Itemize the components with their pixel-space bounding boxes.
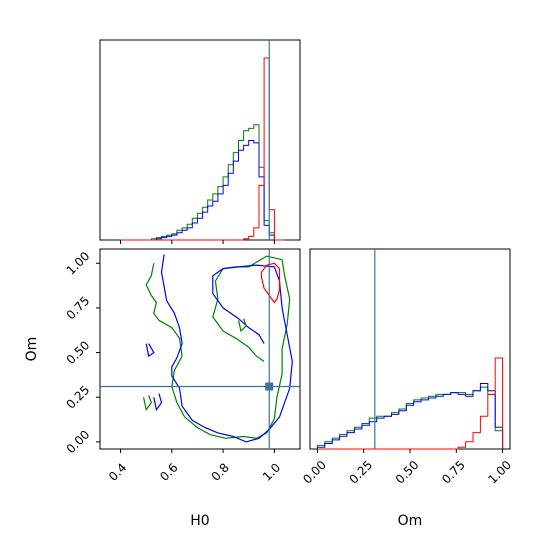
x-right-tick-label: 0.25: [346, 458, 375, 487]
contour-green-5: [143, 395, 152, 412]
x-axis-label-left: H0: [190, 513, 209, 529]
x-left-tick-label: 1.0: [260, 460, 283, 483]
y-tick-label: 1.00: [64, 249, 93, 278]
x-left-tick-label: 0.6: [157, 460, 180, 483]
contour-red-2: [260, 262, 281, 304]
x-right-tick-label: 0.00: [300, 458, 329, 487]
contour-green-6: [237, 318, 247, 333]
y-axis-label: Om: [24, 337, 40, 362]
x-axis-label-right: Om: [398, 513, 423, 529]
y-tick-label: 0.50: [64, 338, 93, 367]
om-hist-series-green: [316, 386, 504, 449]
x-right-tick-label: 0.75: [439, 458, 468, 487]
y-tick-label: 0.75: [64, 294, 93, 323]
contour-frame: [99, 248, 301, 450]
contour-green-0: [145, 255, 291, 439]
x-left-tick-label: 0.8: [209, 460, 232, 483]
h0-hist-series-red: [120, 57, 285, 241]
om-hist-series-red: [317, 357, 504, 450]
x-right-tick-label: 1.00: [485, 458, 514, 487]
y-tick-label: 0.25: [64, 383, 93, 412]
contour-blue-3: [145, 343, 155, 358]
chart-marks: 0.4 0.6 0.8 1.0 0.00 0.25 0.50 0.75 1.00 0.00 0.25…: [64, 40, 514, 487]
x-right-tick-label: 0.50: [393, 458, 422, 487]
h0-hist-series-blue: [120, 140, 285, 241]
contour-blue-4: [153, 393, 163, 412]
truth-marker: [265, 382, 274, 391]
x-left-tick-label: 0.4: [106, 460, 129, 483]
y-tick-label: 0.00: [64, 427, 93, 456]
om-hist-series-blue: [316, 383, 504, 449]
h0-hist-series-green: [120, 124, 285, 241]
